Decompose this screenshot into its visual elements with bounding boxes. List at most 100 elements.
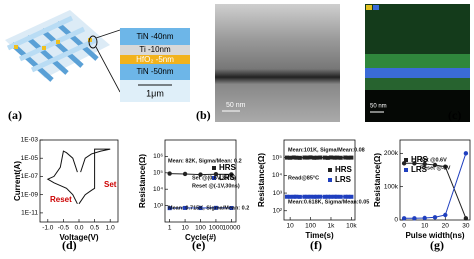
x-tick-label: 100 xyxy=(195,225,206,232)
marker xyxy=(433,215,437,219)
marker xyxy=(329,155,333,159)
x-tick-label: 20 xyxy=(442,223,450,230)
y-tick-label: 1E-05 xyxy=(21,155,39,162)
marker xyxy=(167,171,171,175)
annotation: Read@85°C xyxy=(288,175,319,181)
annotation: Set @0.6V xyxy=(420,157,447,163)
annotation: Reset @(-1V,30ns) xyxy=(192,183,240,189)
y-tick-label: 1E-03 xyxy=(21,137,39,144)
marker xyxy=(339,195,343,199)
marker xyxy=(183,172,187,176)
marker xyxy=(315,195,319,199)
marker xyxy=(335,156,339,160)
marker xyxy=(315,156,319,160)
legend-swatch xyxy=(212,166,216,170)
series-line xyxy=(79,149,110,204)
marker xyxy=(443,213,447,217)
legend-swatch xyxy=(328,168,332,172)
x-axis-label: Time(s) xyxy=(305,231,334,240)
x-tick-label: 1 xyxy=(168,225,172,232)
scale-label: 50 nm xyxy=(370,104,387,110)
annotation: Set xyxy=(104,180,117,189)
legend-label: HRS xyxy=(219,163,237,172)
marker xyxy=(464,151,468,155)
y-tick-label: 10⁵ xyxy=(272,154,282,161)
x-tick-label: 0.0 xyxy=(74,225,83,232)
legend-swatch xyxy=(328,178,332,182)
marker xyxy=(339,156,343,160)
marker xyxy=(318,195,322,199)
legend-swatch xyxy=(404,168,408,172)
marker xyxy=(309,155,313,159)
x-axis-label: Cycle(#) xyxy=(185,233,216,242)
x-tick-label: 10 xyxy=(181,225,189,232)
annotation: Reset xyxy=(50,195,72,204)
y-tick-label: 10⁶ xyxy=(153,153,163,160)
layer-label: Ti -10nm xyxy=(139,45,171,54)
marker xyxy=(464,216,468,220)
x-tick-label: 0.5 xyxy=(90,225,99,232)
annotation: Mean: 82K, Sigma/Mean: 0.2 xyxy=(168,158,242,164)
x-tick-label: 10 xyxy=(287,223,295,230)
x-tick-label: 10000 xyxy=(222,225,240,232)
annotation: Mean:101K, Sigma/Mean:0.08 xyxy=(288,147,365,153)
marker xyxy=(294,156,298,160)
marker xyxy=(423,216,427,220)
x-axis-label: Voltage(V) xyxy=(60,233,99,242)
y-axis-label: Resistance(Ω) xyxy=(138,154,147,208)
crossbar-drawing xyxy=(5,10,120,92)
annotation: Reset @-1V xyxy=(420,165,451,171)
panel-label: (a) xyxy=(8,108,22,122)
marker xyxy=(294,195,298,199)
x-tick-label: 30 xyxy=(462,223,470,230)
panel-label: (c) xyxy=(448,108,461,122)
x-tick-label: 100 xyxy=(305,223,316,230)
y-tick-label: 10³ xyxy=(154,202,164,209)
x-tick-label: -1.0 xyxy=(42,225,54,232)
y-tick-label: 10³ xyxy=(273,190,283,197)
layer-label: TiN -50nm xyxy=(136,67,173,76)
marker xyxy=(318,156,322,160)
legend-label: LRS xyxy=(335,175,352,184)
marker xyxy=(329,195,333,199)
annotation: Mean: 0.715K, Sigma/Mean: 0.2 xyxy=(168,205,249,211)
x-tick-label: 10k xyxy=(346,223,357,230)
y-tick-label: 1E-11 xyxy=(21,210,38,217)
scale-label: 1μm xyxy=(146,88,164,98)
marker xyxy=(288,156,292,160)
marker xyxy=(335,195,339,199)
annotation: Mean:0.618K, Sigma/Mean:0.05 xyxy=(288,199,369,205)
marker xyxy=(349,195,353,199)
panel-label: (b) xyxy=(196,108,211,122)
legend-label: HRS xyxy=(335,165,353,174)
x-tick-label: 10 xyxy=(421,223,429,230)
y-tick-label: 10⁴ xyxy=(272,172,282,179)
plot-frame xyxy=(400,140,470,220)
scale-label: 50 nm xyxy=(226,102,246,109)
y-tick-label: 10⁵ xyxy=(153,170,163,177)
legend-swatch xyxy=(404,158,408,162)
y-tick-label: 1E-07 xyxy=(21,173,39,180)
x-tick-label: 0 xyxy=(402,223,406,230)
x-tick-label: -0.5 xyxy=(58,225,70,232)
x-tick-label: 1k xyxy=(328,223,336,230)
marker xyxy=(412,216,416,220)
annotation: Set @(0.6V,30ns) xyxy=(192,175,236,181)
x-axis-label: Pulse width(ns) xyxy=(405,231,464,240)
y-axis-label: Resistance(Ω) xyxy=(373,153,382,207)
y-axis-label: Resistance(Ω) xyxy=(257,153,266,207)
y-tick-label: 200k xyxy=(384,150,399,157)
y-tick-label: 10² xyxy=(273,207,283,214)
y-tick-label: 10⁴ xyxy=(153,186,163,193)
marker xyxy=(288,195,292,199)
marker xyxy=(402,216,406,220)
marker xyxy=(298,156,302,160)
layer-label: TiN -40nm xyxy=(136,32,173,41)
layer-label: HfO₂ -5nm xyxy=(136,55,174,64)
marker xyxy=(309,195,313,199)
y-tick-label: 100k xyxy=(384,183,399,190)
y-axis-label: Current(A) xyxy=(13,161,22,201)
marker xyxy=(298,195,302,199)
marker xyxy=(349,156,353,160)
